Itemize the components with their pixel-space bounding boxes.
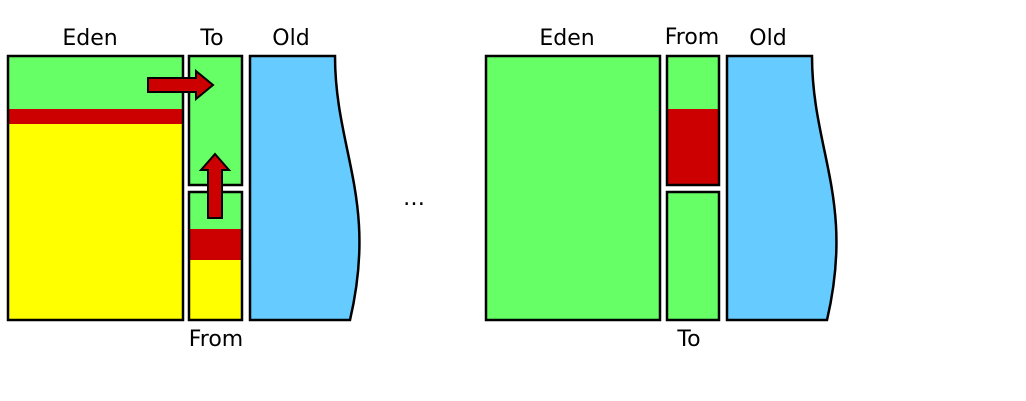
before-eden-outline [6,54,185,322]
before-old-generation [248,54,361,322]
before-eden-garbage [8,124,183,320]
after-from-live-objects [667,109,719,185]
before-from-label: From [189,327,244,352]
after-state: Eden From Old To [484,25,838,352]
after-to-label: To [676,327,700,352]
eden-to-survivor-arrow [147,68,215,102]
before-old-label: Old [272,26,309,51]
before-eden-label: Eden [62,26,117,51]
before-from-live-objects [189,229,242,260]
after-eden-label: Eden [539,26,594,51]
ellipsis: … [403,186,425,211]
before-eden-region [6,54,185,322]
after-old-generation [725,54,838,322]
before-to-label: To [199,26,223,51]
from-to-survivor-arrow [198,152,232,219]
after-from-survivor [665,54,721,187]
before-state: Eden To Old From [6,26,361,352]
after-from-label: From [665,25,720,50]
before-from-garbage [189,260,242,320]
after-old-label: Old [749,26,786,51]
after-from-outline [665,54,721,187]
before-eden-live-objects [8,109,183,124]
after-eden-region [484,54,662,322]
after-to-survivor [665,190,721,322]
after-from-free-area [667,56,719,109]
